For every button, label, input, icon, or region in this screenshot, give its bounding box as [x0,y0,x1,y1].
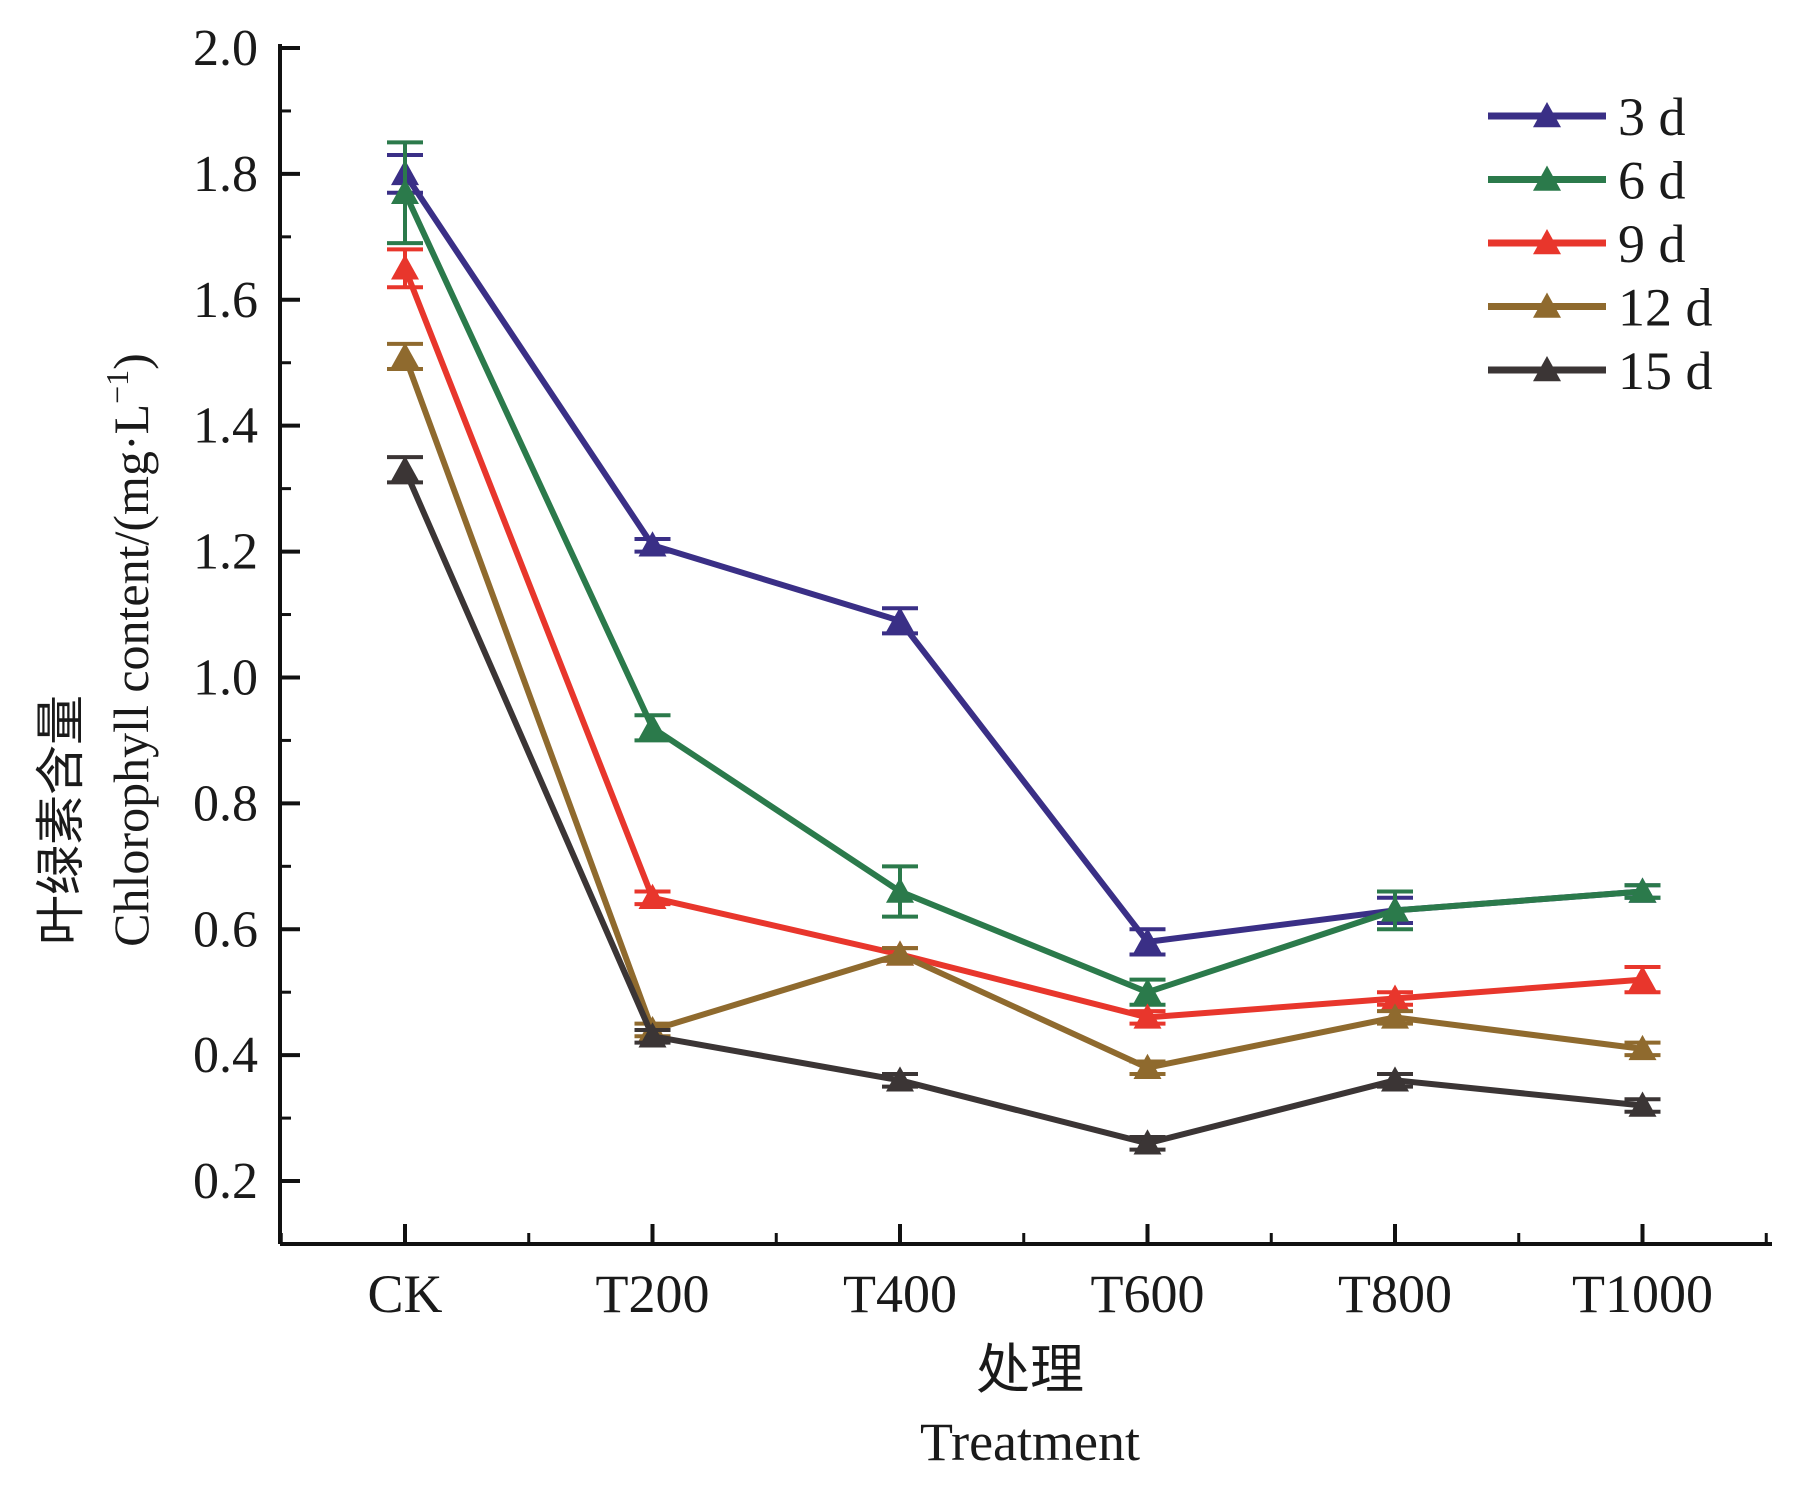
series-line [402,468,1643,1147]
data-point [638,713,667,740]
data-point [638,531,667,557]
data-point [391,254,419,280]
y-tick-label: 2.0 [193,20,258,77]
y-tick-label: 0.2 [193,1153,258,1210]
data-point [1628,877,1657,903]
series-2 [387,247,1661,1029]
y-axis-label-en-text: Chlorophyll content/(mg·L−1) [99,353,159,947]
data-point [886,606,914,633]
x-tick-label: CK [367,1264,442,1324]
legend-item-0: 3 d [1488,87,1686,147]
data-point [1133,978,1162,1004]
legend-label: 6 d [1618,151,1686,211]
legend-item-2: 9 d [1488,214,1686,274]
data-point [1133,1129,1162,1155]
data-point [1628,1034,1657,1061]
data-point [391,455,419,481]
series-line [402,355,1643,1071]
legend-item-3: 12 d [1488,278,1713,338]
data-point [886,1066,914,1092]
legend-label: 15 d [1618,341,1713,401]
y-axis-label-en-group: Chlorophyll content/(mg·L−1) [99,353,159,947]
y-tick-label: 1.8 [193,146,258,203]
y-tick-label: 1.6 [193,272,258,329]
series-line [402,267,1643,1021]
data-point [1133,1053,1162,1079]
y-tick-label: 1.0 [193,649,258,706]
legend-marker [1533,165,1561,191]
y-tick-label: 1.2 [193,524,258,581]
data-point [391,178,419,204]
legend-marker [1533,292,1561,318]
y-axis-label-cn: 叶绿素含量 [33,695,89,945]
series-line [402,172,1643,945]
y-axis-label-cn-group: 叶绿素含量 [33,695,89,945]
y-tick-label: 0.4 [193,1027,258,1084]
x-tick-label: T400 [843,1264,957,1324]
legend-item-4: 15 d [1488,341,1713,401]
series-1 [387,140,1661,1007]
data-point [1133,927,1162,954]
legend: 3 d6 d9 d12 d15 d [1488,87,1713,401]
data-point [886,940,914,966]
data-point [1381,984,1409,1010]
y-tick-label: 0.6 [193,901,258,958]
x-tick-label: T600 [1091,1264,1205,1324]
data-point [1381,1003,1409,1029]
series-line [402,191,1643,996]
data-point [1628,965,1657,991]
y-axis-label-superscript: −1 [99,370,135,404]
data-point [1628,1091,1657,1117]
legend-marker [1533,229,1561,255]
data-point [886,877,914,903]
axes: 0.2 0.4 0.6 0.8 1.0 1.2 1.4 1.6 1.8 2.0 CK T200 T400… [193,20,1772,1324]
y-tick-label: 0.8 [193,775,258,832]
data-point [1133,1003,1162,1029]
x-tick-label: T1000 [1572,1264,1713,1324]
x-axis-label-cn: 处理 [976,1340,1084,1400]
series-4 [387,455,1661,1155]
x-axis-label-en: Treatment [920,1412,1140,1472]
data-point [1381,1066,1409,1092]
y-axis-label-en: Chlorophyll content/(mg·L [103,404,159,947]
legend-marker [1533,356,1561,382]
legend-label: 9 d [1618,214,1686,274]
series-layer [387,140,1661,1155]
x-tick-label: T800 [1338,1264,1452,1324]
data-point [638,883,667,909]
y-tick-label: 1.4 [193,398,258,455]
legend-marker [1533,102,1561,128]
legend-item-1: 6 d [1488,151,1686,211]
x-tick-label: T200 [596,1264,710,1324]
legend-label: 12 d [1618,278,1713,338]
data-point [638,1022,667,1048]
legend-label: 3 d [1618,87,1686,147]
data-point [391,342,419,368]
data-point [1381,896,1409,922]
y-axis-label-close: ) [103,353,159,370]
